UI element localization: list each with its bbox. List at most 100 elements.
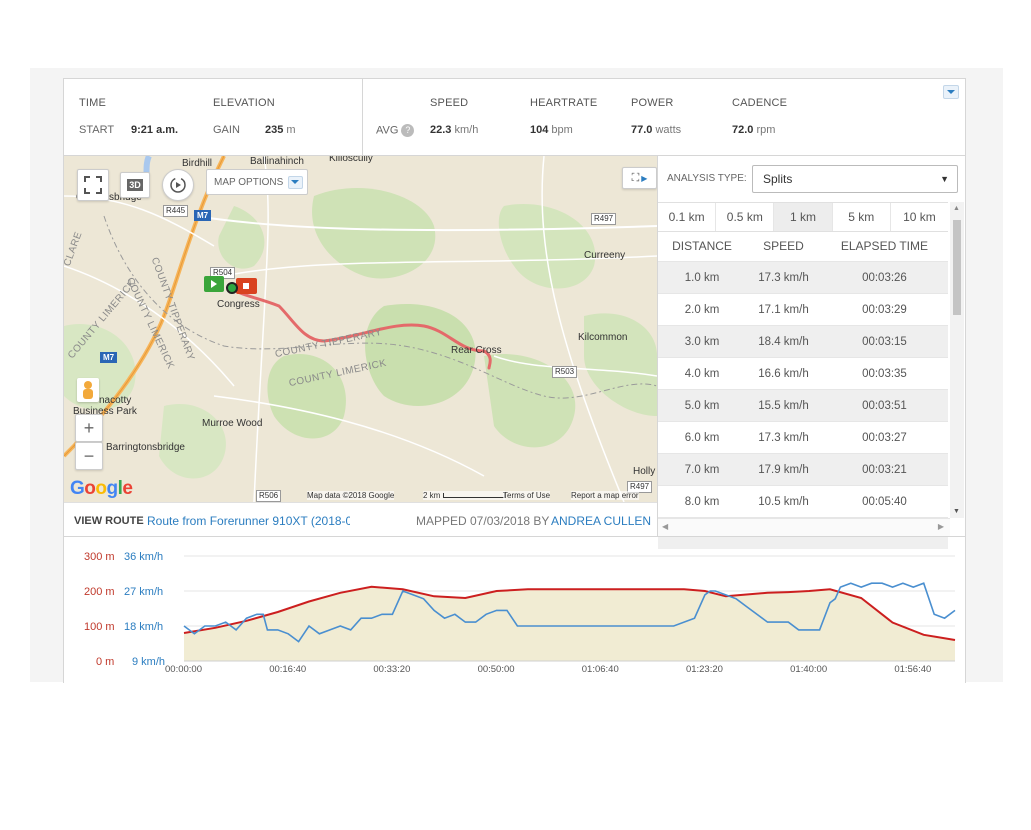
elevation-tick-label: 100 m: [84, 621, 115, 633]
time-label: TIME: [79, 97, 107, 109]
table-row[interactable]: 8.0 km 10.5 km/h 00:05:40: [658, 485, 948, 518]
place-kilcommon: Kilcommon: [578, 332, 628, 343]
speed-tick-label: 36 km/h: [124, 551, 164, 563]
activity-card: TIME START 9:21 a.m. ELEVATION GAIN 235 …: [63, 78, 966, 683]
column-header-elapsed-time[interactable]: ELAPSED TIME: [840, 239, 929, 253]
cell-speed: 16.6 km/h: [746, 357, 821, 390]
help-icon[interactable]: ?: [401, 124, 415, 137]
splits-vertical-scrollbar[interactable]: ▲ ▼: [950, 202, 964, 518]
table-row[interactable]: 4.0 km 16.6 km/h 00:03:35: [658, 357, 948, 390]
map-scale: 2 km: [423, 491, 505, 500]
map-data-attribution: Map data ©2018 Google: [307, 491, 395, 500]
power-value: 77.0 watts: [631, 124, 682, 136]
table-row[interactable]: 1.0 km 17.3 km/h 00:03:26: [658, 261, 948, 294]
view-route-label: VIEW ROUTE: [74, 515, 144, 527]
threed-icon: 3D: [127, 179, 143, 191]
place-business-park: Business Park: [73, 406, 137, 417]
cell-speed: 17.9 km/h: [746, 453, 821, 486]
tab-0-5-km[interactable]: 0.5 km: [716, 203, 775, 231]
dropdown-arrow-icon: ▼: [940, 174, 949, 184]
cell-elapsed-time: 00:03:26: [820, 261, 948, 294]
stats-divider: [362, 79, 363, 155]
expand-stats-toggle[interactable]: [943, 85, 959, 99]
splits-horizontal-scrollbar[interactable]: ◀ ▶: [658, 518, 950, 536]
place-killoscully: Killoscully: [329, 156, 373, 164]
scroll-down-icon[interactable]: ▼: [953, 508, 960, 515]
column-header-speed[interactable]: SPEED: [763, 239, 804, 253]
cell-distance: 3.0 km: [658, 325, 747, 358]
report-map-error-link[interactable]: Report a map error: [571, 491, 639, 500]
collapse-panel-button[interactable]: ⛶ ▶: [622, 167, 657, 189]
threed-button[interactable]: 3D: [120, 172, 150, 198]
avg-label: AVG?: [376, 124, 415, 137]
terms-of-use-link[interactable]: Terms of Use: [503, 491, 551, 500]
tab-0-1-km[interactable]: 0.1 km: [658, 203, 717, 231]
elevation-label: ELEVATION: [213, 97, 275, 109]
table-row[interactable]: 3.0 km 18.4 km/h 00:03:15: [658, 325, 948, 358]
table-row[interactable]: 5.0 km 15.5 km/h 00:03:51: [658, 389, 948, 422]
elevation-tick-label: 300 m: [84, 551, 115, 563]
cell-elapsed-time: 00:03:29: [820, 293, 948, 326]
heartrate-value: 104 bpm: [530, 124, 573, 136]
cadence-label: CADENCE: [732, 97, 788, 109]
profile-plot: [183, 555, 956, 662]
tab-10-km[interactable]: 10 km: [903, 210, 936, 224]
table-row[interactable]: 2.0 km 17.1 km/h 00:03:29: [658, 293, 948, 326]
road-r506: R506: [256, 490, 282, 502]
tab-5-km[interactable]: 5 km: [833, 203, 891, 231]
road-m7-left: M7: [100, 352, 118, 363]
cell-speed: 17.3 km/h: [746, 421, 821, 454]
play-route-button[interactable]: [162, 169, 194, 201]
elevation-tick-label: 200 m: [84, 586, 115, 598]
cell-distance: 8.0 km: [658, 485, 747, 518]
route-name-link[interactable]: Route from Forerunner 910XT (2018-0: [147, 514, 350, 528]
street-view-pegman-icon[interactable]: [77, 378, 99, 402]
place-rear-cross: Rear Cross: [451, 345, 502, 356]
elevation-speed-chart[interactable]: 300 m 200 m 100 m 0 m 36 km/h 27 km/h 18…: [64, 536, 965, 683]
elevation-tick-label: 0 m: [96, 656, 115, 668]
cell-speed: 17.3 km/h: [746, 261, 821, 294]
scroll-left-icon[interactable]: ◀: [662, 522, 669, 531]
table-row[interactable]: 6.0 km 17.3 km/h 00:03:27: [658, 421, 948, 454]
analysis-type-select[interactable]: Splits ▼: [752, 165, 958, 193]
place-annacotty: nacotty: [99, 395, 132, 406]
zoom-in-button[interactable]: +: [75, 414, 103, 442]
road-r503: R503: [552, 366, 578, 378]
road-r497: R497: [591, 213, 617, 225]
start-label: START: [79, 124, 115, 136]
replay-icon: [170, 177, 186, 193]
x-tick-label: 01:40:00: [790, 664, 828, 675]
cell-speed: 17.1 km/h: [746, 293, 821, 326]
analysis-type-label: ANALYSIS TYPE:: [667, 173, 747, 184]
cell-distance: 7.0 km: [658, 453, 747, 486]
zoom-out-button[interactable]: −: [75, 442, 103, 470]
table-row[interactable]: 7.0 km 17.9 km/h 00:03:21: [658, 453, 948, 486]
place-birdhill: Birdhill: [182, 158, 213, 169]
cell-distance: 1.0 km: [658, 261, 747, 294]
scroll-up-icon[interactable]: ▲: [953, 205, 960, 212]
fullscreen-map-button[interactable]: [77, 169, 109, 201]
expand-icon: [84, 176, 102, 194]
cell-elapsed-time: 00:03:35: [820, 357, 948, 390]
start-marker-icon[interactable]: [204, 276, 224, 292]
splits-table: DISTANCE SPEED ELAPSED TIME 1.0 km 17.3 k…: [658, 231, 948, 549]
finish-marker-icon[interactable]: [236, 278, 257, 294]
column-header-distance[interactable]: DISTANCE: [672, 239, 732, 253]
chevron-down-icon: [288, 175, 304, 189]
x-tick-label: 00:33:20: [373, 664, 411, 675]
map-options-button[interactable]: MAP OPTIONS: [206, 169, 308, 195]
x-tick-label: 01:23:20: [685, 664, 723, 675]
gain-value: 235 m: [265, 124, 296, 136]
place-holly: Holly: [633, 466, 656, 477]
scroll-right-icon[interactable]: ▶: [937, 522, 944, 531]
analysis-panel: ANALYSIS TYPE: Splits ▼ 0.1 km 0.5 km 1 …: [657, 156, 965, 549]
tab-1-km[interactable]: 1 km: [774, 203, 833, 231]
frame-icon: ⛶: [631, 171, 640, 184]
road-r497-b: R497: [627, 481, 653, 493]
x-tick-label: 01:56:40: [894, 664, 932, 675]
road-m7-top: M7: [194, 210, 212, 221]
scrollbar-thumb[interactable]: [953, 220, 961, 315]
gain-label: GAIN: [213, 124, 240, 136]
route-map[interactable]: Birdhill Ballinahinch Killoscully O'Brie…: [64, 156, 657, 502]
mapped-by-link[interactable]: ANDREA CULLEN: [551, 514, 652, 528]
